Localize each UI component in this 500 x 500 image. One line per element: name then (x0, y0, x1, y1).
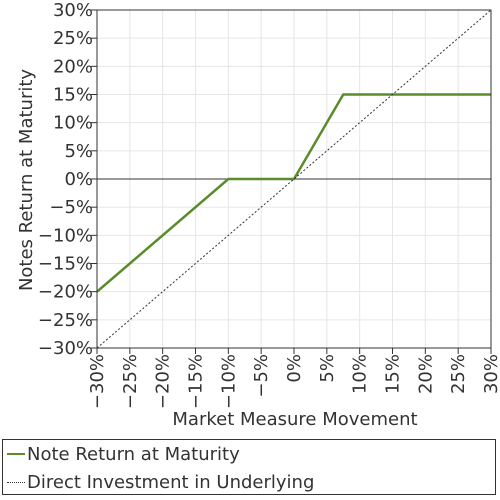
y-tick-label: −15% (38, 254, 93, 275)
x-tick-label: −25% (120, 354, 141, 409)
x-tick-label: 0% (284, 354, 305, 383)
x-tick-label: −30% (87, 354, 108, 409)
y-tick-label: 25% (53, 28, 93, 49)
y-tick-label: 0% (64, 169, 93, 190)
y-tick-label: −30% (38, 338, 93, 359)
x-axis-ticks: −30% −25% −20% −15% −10% −5% 0% 5% 10% 15% 20% 25% 3… (87, 348, 500, 409)
x-tick-label: −20% (153, 354, 174, 409)
y-axis-ticks: 30% 25% 20% 15% 10% 5% 0% −5% −10% −15% −20% −25% −3… (38, 0, 97, 359)
series-line-direct-investment (96, 9, 492, 349)
x-axis-label: Market Measure Movement (172, 409, 417, 430)
x-tick-label: −15% (186, 354, 207, 409)
y-tick-label: 20% (53, 56, 93, 77)
legend-swatch-solid (7, 453, 25, 455)
legend-item-note-return: Note Return at Maturity (3, 441, 240, 467)
y-tick-label: −20% (38, 282, 93, 303)
legend: Note Return at Maturity Direct Investmen… (2, 439, 496, 495)
y-tick-label: −25% (38, 310, 93, 331)
y-tick-label: 30% (53, 0, 93, 21)
series-layer (96, 9, 492, 349)
x-tick-label: 15% (383, 354, 404, 394)
x-tick-label: 5% (317, 354, 338, 383)
x-tick-label: −10% (218, 354, 239, 409)
y-tick-label: 5% (64, 141, 93, 162)
x-tick-label: 20% (415, 354, 436, 394)
y-tick-label: 15% (53, 85, 93, 106)
x-tick-label: 30% (481, 354, 500, 394)
payoff-chart: 30%25%20%15%10%5%0%−5%−10%−15%−20%−25%−3… (16, 0, 500, 430)
y-tick-label: −5% (49, 197, 93, 218)
y-tick-label: −10% (38, 225, 93, 246)
x-tick-label: 10% (350, 354, 371, 394)
x-tick-label: −5% (251, 354, 272, 398)
legend-label: Note Return at Maturity (27, 443, 240, 465)
y-tick-label: 10% (53, 113, 93, 134)
legend-item-direct-investment: Direct Investment in Underlying (3, 469, 314, 495)
y-axis-label: Notes Return at Maturity (16, 69, 37, 291)
legend-label: Direct Investment in Underlying (27, 471, 315, 493)
x-tick-label: 25% (448, 354, 469, 394)
legend-swatch-dotted (7, 481, 25, 483)
